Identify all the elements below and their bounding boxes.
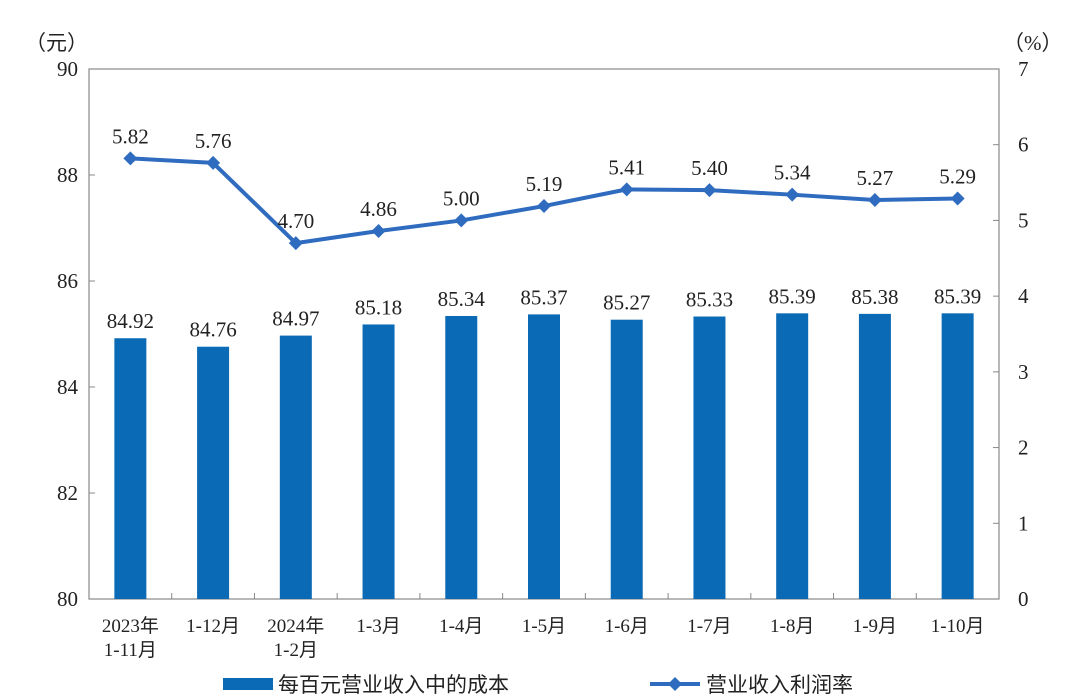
left-tick-label: 86 (57, 269, 78, 293)
line-marker (371, 224, 386, 239)
line-series (123, 151, 965, 251)
left-tick-label: 82 (57, 481, 78, 505)
category-label: 1-2月 (274, 640, 318, 661)
right-tick-label: 5 (1018, 208, 1029, 232)
bar (114, 338, 147, 599)
line-marker (288, 236, 303, 251)
legend-diamond-marker (668, 677, 682, 691)
category-label: 1-3月 (356, 616, 400, 637)
line-marker (702, 183, 717, 198)
category-label: 1-4月 (439, 616, 483, 637)
right-axis-unit: （%） (1003, 31, 1063, 55)
bar-labels: 84.92 84.76 84.97 85.18 85.34 85.37 85.27 85.33… (107, 284, 982, 341)
line-marker (785, 187, 800, 202)
left-axis-unit: （元） (25, 31, 88, 55)
right-tick-label: 3 (1018, 360, 1029, 384)
left-tick-label: 90 (57, 57, 78, 81)
bar-value-label: 85.27 (603, 291, 650, 315)
right-axis: 0 1 2 3 4 5 6 7 (993, 57, 1029, 611)
bar (610, 319, 643, 599)
bar-value-label: 84.76 (189, 318, 236, 342)
bar-value-label: 85.39 (769, 284, 816, 308)
category-label: 1-12月 (186, 616, 240, 637)
line-marker (619, 182, 634, 197)
category-label: 1-11月 (104, 640, 157, 661)
bar (776, 313, 809, 599)
line-value-label: 5.40 (691, 156, 728, 180)
category-label: 1-6月 (605, 616, 649, 637)
line-marker (537, 199, 551, 214)
left-tick-label: 88 (57, 163, 78, 187)
line-value-label: 5.82 (112, 124, 149, 148)
right-tick-label: 0 (1018, 587, 1029, 611)
line-value-label: 5.34 (774, 161, 811, 185)
bar-value-label: 85.39 (934, 284, 981, 308)
right-tick-label: 1 (1018, 511, 1029, 535)
category-label: 2023年 (102, 615, 159, 637)
line-value-label: 5.27 (857, 166, 894, 190)
category-label: 1-10月 (931, 616, 985, 637)
line-marker (950, 191, 965, 206)
category-label: 2024年 (267, 615, 324, 637)
bar-value-label: 85.33 (686, 288, 733, 312)
legend-bar-swatch (223, 678, 273, 690)
bar (941, 313, 974, 599)
bar-value-label: 85.37 (520, 285, 567, 309)
line-value-label: 5.29 (939, 164, 976, 188)
bar (858, 313, 891, 599)
right-tick-label: 4 (1018, 284, 1029, 308)
category-label: 1-5月 (522, 616, 566, 637)
legend: 每百元营业收入中的成本 营业收入利润率 (223, 673, 853, 697)
bar-value-label: 85.38 (851, 285, 898, 309)
category-label: 1-8月 (770, 616, 814, 637)
right-tick-label: 2 (1018, 436, 1029, 460)
left-tick-label: 80 (57, 587, 78, 611)
bar (197, 346, 230, 599)
legend-line-label: 营业收入利润率 (706, 673, 853, 697)
left-tick-label: 84 (57, 375, 79, 399)
line-marker (454, 213, 469, 228)
bar (279, 335, 312, 599)
right-tick-label: 6 (1018, 133, 1029, 157)
bar-series (114, 313, 974, 599)
right-tick-label: 7 (1018, 57, 1029, 81)
bar-value-label: 85.34 (438, 287, 486, 311)
bar-value-label: 84.97 (272, 307, 319, 331)
bar-value-label: 85.18 (355, 295, 402, 319)
legend-bar-label: 每百元营业收入中的成本 (278, 673, 509, 697)
bar (362, 324, 395, 599)
line-value-label: 5.00 (443, 186, 480, 210)
line-value-label: 4.70 (277, 209, 314, 233)
line-labels: 5.82 5.76 4.70 4.86 5.00 5.19 5.41 5.40 5.34 5.27… (112, 124, 976, 233)
line-value-label: 5.19 (526, 172, 563, 196)
line-marker (867, 192, 882, 207)
bar (445, 315, 478, 599)
line-value-label: 5.76 (195, 129, 232, 153)
bar-value-label: 84.92 (107, 309, 154, 333)
left-axis: 80 82 84 86 88 90 (57, 57, 95, 611)
bar (528, 314, 560, 599)
bar (693, 316, 726, 599)
category-label: 1-7月 (687, 616, 731, 637)
line-value-label: 5.41 (608, 155, 645, 179)
category-labels: 2023年 1-11月 1-12月 2024年 1-2月 1-3月 1-4月 1-5月 1-6月… (102, 615, 985, 661)
line-value-label: 4.86 (360, 197, 397, 221)
line-marker (123, 151, 138, 166)
x-axis (171, 593, 917, 599)
line-marker (206, 155, 221, 170)
category-label: 1-9月 (853, 616, 897, 637)
